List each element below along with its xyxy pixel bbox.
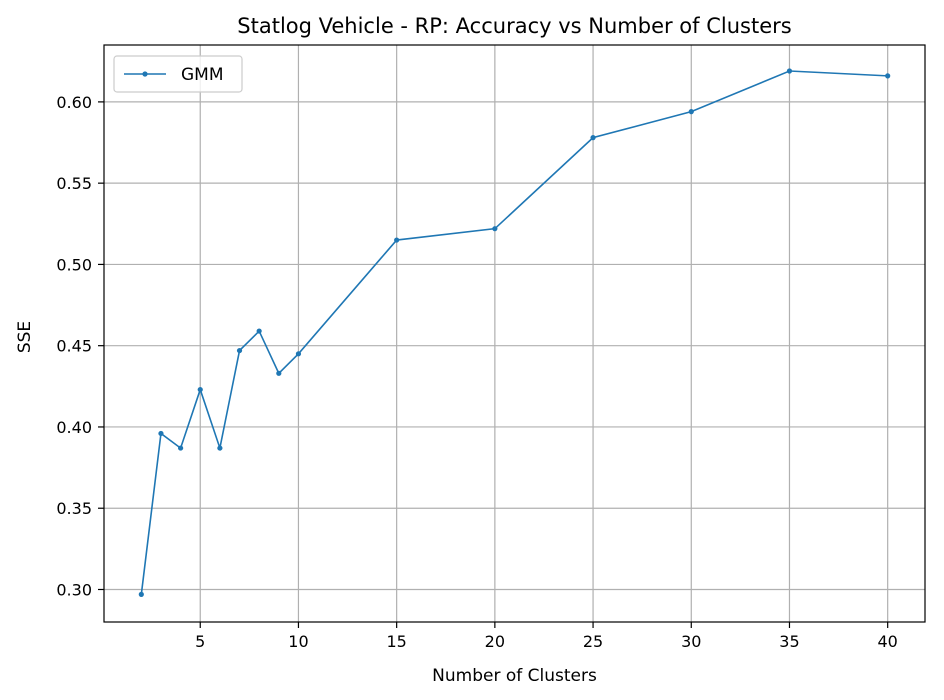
data-point bbox=[138, 591, 144, 597]
y-tick-label: 0.45 bbox=[56, 337, 92, 356]
x-tick-label: 40 bbox=[878, 632, 898, 651]
legend: GMM bbox=[113, 55, 243, 93]
data-point bbox=[197, 386, 203, 393]
data-point bbox=[885, 73, 891, 79]
data-point bbox=[590, 135, 596, 141]
y-tick-label: 0.60 bbox=[56, 93, 92, 112]
data-point bbox=[786, 68, 793, 74]
series-line-gmm bbox=[140, 70, 888, 595]
plot-frame bbox=[103, 44, 926, 623]
y-tick-label: 0.55 bbox=[56, 174, 92, 193]
x-tick-label: 20 bbox=[485, 632, 505, 651]
x-tick-label: 30 bbox=[681, 632, 701, 651]
data-point bbox=[178, 445, 184, 451]
data-point bbox=[688, 109, 694, 115]
y-tick-label: 0.50 bbox=[56, 255, 92, 274]
data-point bbox=[236, 347, 243, 354]
y-tick-label: 0.40 bbox=[56, 418, 92, 437]
x-tick-label: 10 bbox=[288, 632, 308, 651]
data-point bbox=[394, 237, 400, 243]
series-layer bbox=[138, 68, 891, 597]
x-axis-label: Number of Clusters bbox=[432, 666, 597, 686]
x-tick-label: 25 bbox=[583, 632, 603, 651]
x-tick-label: 15 bbox=[386, 632, 406, 651]
data-point bbox=[492, 226, 498, 232]
data-point bbox=[217, 445, 223, 451]
legend-box bbox=[113, 55, 243, 93]
axis-ticks: 5 10 15 20 25 30 35 40 0.30 0.35 0.40 0.45 0.50 0.55 0… bbox=[56, 93, 897, 651]
y-tick-label: 0.35 bbox=[56, 499, 92, 518]
data-point bbox=[295, 351, 302, 357]
y-axis-label: SSE bbox=[15, 321, 35, 353]
data-point bbox=[158, 430, 164, 437]
legend-marker bbox=[142, 71, 148, 77]
y-tick-label: 0.30 bbox=[56, 580, 92, 599]
data-point bbox=[276, 370, 282, 376]
chart-title: Statlog Vehicle - RP: Accuracy vs Number… bbox=[237, 14, 791, 38]
x-tick-label: 5 bbox=[195, 632, 205, 651]
x-tick-label: 35 bbox=[779, 632, 799, 651]
data-point bbox=[256, 328, 262, 334]
legend-label: GMM bbox=[181, 65, 224, 85]
grid bbox=[104, 45, 925, 622]
